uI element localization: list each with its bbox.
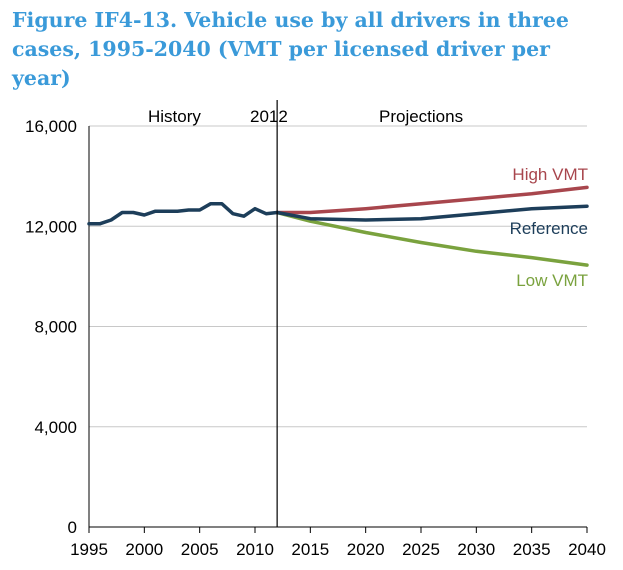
series-line-history — [87, 201, 279, 226]
series-line-reference — [275, 204, 589, 222]
divider-label-2012: 2012 — [250, 107, 288, 126]
y-tick-label: 12,000 — [25, 217, 77, 236]
y-axis-ticks: 0 4,000 8,000 12,000 16,000 — [25, 117, 77, 537]
y-tick-label: 4,000 — [34, 418, 77, 437]
series-label-reference: Reference — [510, 219, 588, 238]
x-axis-ticks: 1995 2000 2005 2010 2015 2020 2025 2030 2035 2040 — [70, 527, 606, 559]
y-tick-label: 16,000 — [25, 117, 77, 136]
x-tick-label: 2040 — [568, 540, 606, 559]
y-tick-label: 0 — [68, 518, 77, 537]
region-label-history: History — [148, 107, 201, 126]
x-tick-label: 2035 — [513, 540, 551, 559]
chart-title: Figure IF4-13. Vehicle use by all driver… — [12, 8, 569, 90]
x-tick-label: 2030 — [457, 540, 495, 559]
x-tick-label: 1995 — [70, 540, 108, 559]
x-tick-label: 2015 — [291, 540, 329, 559]
series-label-high-vmt: High VMT — [512, 165, 588, 184]
series-lines — [87, 185, 589, 267]
series-label-low-vmt: Low VMT — [516, 271, 588, 290]
series-line-low-vmt — [275, 210, 589, 267]
region-label-projections: Projections — [379, 107, 463, 126]
x-tick-label: 2000 — [125, 540, 163, 559]
axes — [88, 126, 587, 528]
x-tick-label: 2010 — [236, 540, 274, 559]
y-tick-label: 8,000 — [34, 318, 77, 337]
x-tick-label: 2005 — [181, 540, 219, 559]
x-tick-label: 2025 — [402, 540, 440, 559]
x-tick-label: 2020 — [347, 540, 385, 559]
series-line-high-vmt — [275, 185, 589, 215]
